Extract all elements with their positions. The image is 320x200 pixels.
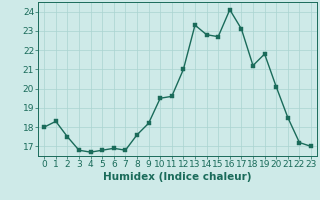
X-axis label: Humidex (Indice chaleur): Humidex (Indice chaleur) — [103, 172, 252, 182]
